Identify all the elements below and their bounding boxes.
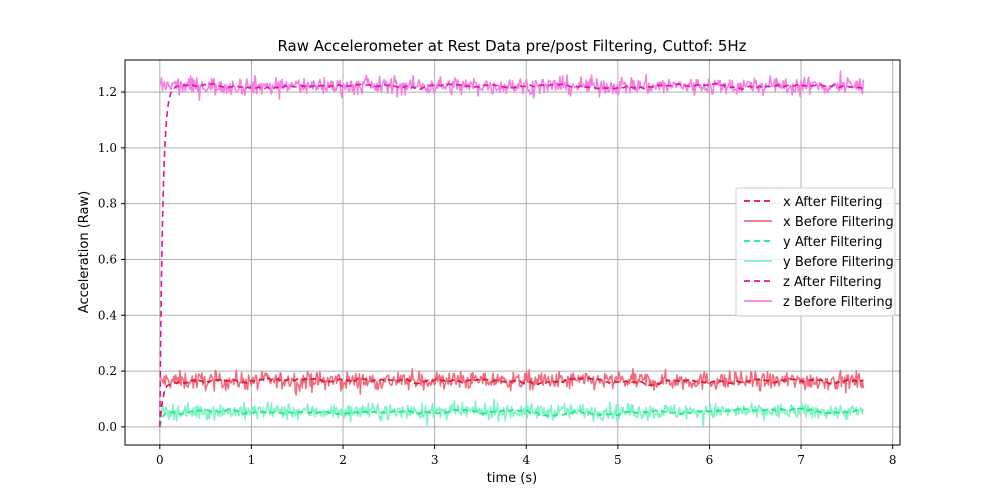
legend: x After Filtering x Before Filtering y Aft… [735, 187, 896, 317]
series-line-x-before-filtering [159, 367, 865, 396]
series-line-z-before-filtering [159, 70, 865, 101]
x-tick-label: 0 [156, 453, 164, 467]
series-line-y-before-filtering [159, 398, 864, 429]
axis-ticks: 0 1 2 3 4 5 6 7 8 0.0 0.2 0.4 0.6 0.8 1.0 1.2 [98, 85, 897, 467]
legend-label: y Before Filtering [783, 255, 894, 270]
x-tick-label: 6 [706, 453, 714, 467]
x-tick-label: 4 [522, 453, 530, 467]
y-tick-label: 1.2 [98, 85, 117, 99]
legend-label: y After Filtering [783, 235, 882, 250]
y-axis-label: Acceleration (Raw) [77, 191, 92, 313]
plot-series [159, 70, 865, 429]
legend-label: z Before Filtering [783, 295, 893, 310]
y-tick-label: 0.2 [98, 364, 117, 378]
legend-label: x After Filtering [783, 195, 882, 210]
x-tick-label: 1 [248, 453, 256, 467]
y-tick-label: 0.0 [98, 420, 117, 434]
y-tick-label: 0.6 [98, 252, 117, 266]
series-line-y-after-filtering [159, 407, 864, 428]
legend-box [735, 187, 896, 317]
y-tick-label: 0.4 [98, 308, 117, 322]
legend-label: z After Filtering [783, 275, 882, 290]
x-tick-label: 5 [614, 453, 622, 467]
y-tick-label: 1.0 [98, 141, 117, 155]
x-axis-label: time (s) [487, 471, 537, 486]
legend-label: x Before Filtering [783, 215, 894, 230]
y-tick-label: 0.8 [98, 197, 117, 211]
x-tick-label: 2 [339, 453, 347, 467]
series-line-x-after-filtering [159, 376, 864, 427]
x-tick-label: 7 [797, 453, 805, 467]
chart-title: Raw Accelerometer at Rest Data pre/post … [277, 37, 746, 55]
x-tick-label: 3 [431, 453, 439, 467]
plot-frame [124, 59, 901, 446]
series-line-z-after-filtering [159, 82, 864, 427]
x-tick-label: 8 [889, 453, 897, 467]
